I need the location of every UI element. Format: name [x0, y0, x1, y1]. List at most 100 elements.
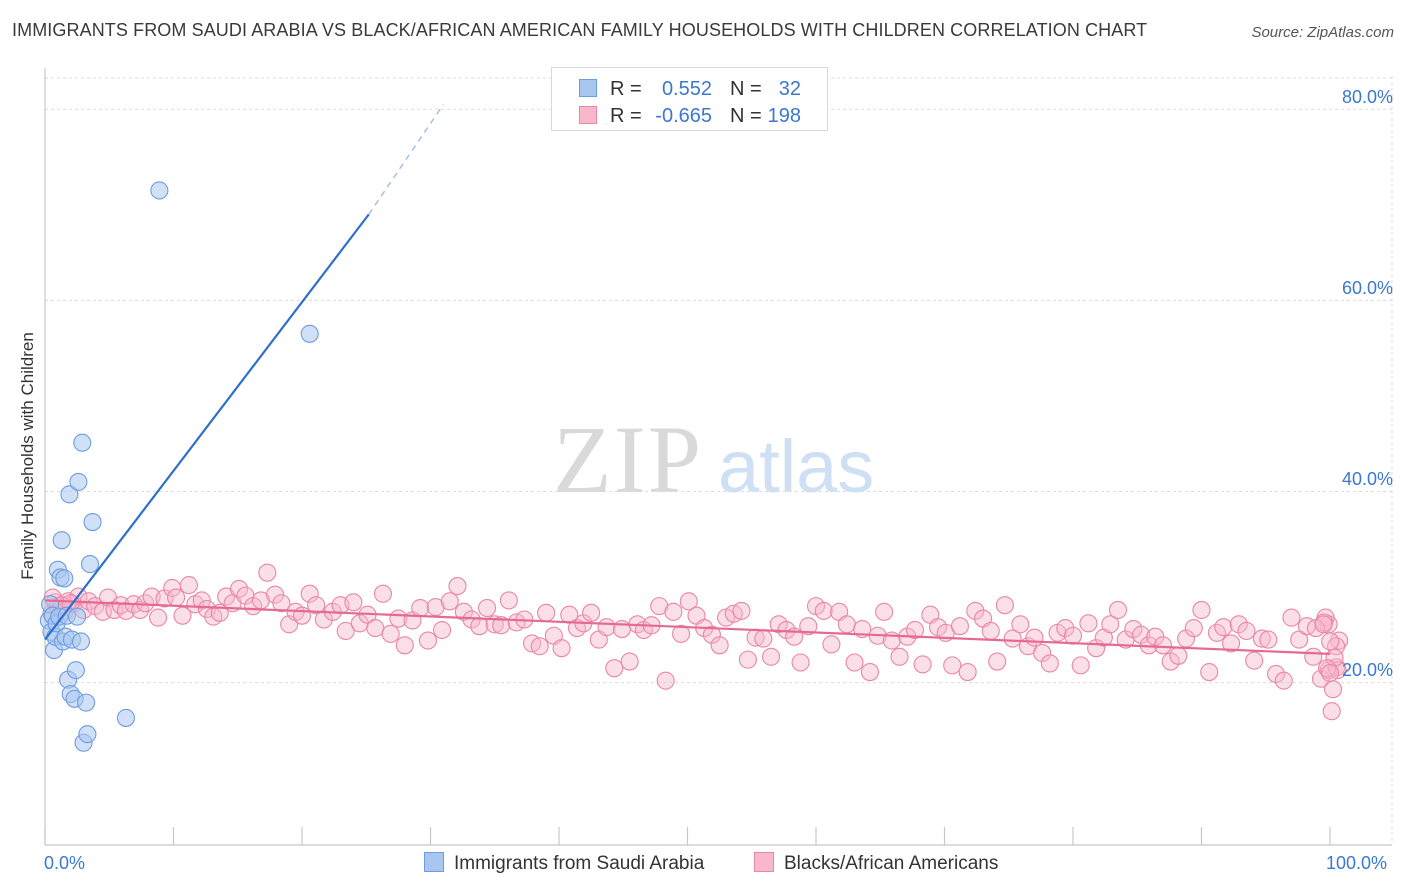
bottom-legend-label-blacks: Blacks/African Americans [784, 853, 999, 874]
bottom-legend-label-saudi: Immigrants from Saudi Arabia [454, 853, 705, 874]
data-point-blacks [1079, 614, 1098, 633]
data-point-blacks [1184, 619, 1203, 638]
legend-r-value: 0.552 [661, 78, 712, 100]
data-point-blacks [1056, 619, 1075, 638]
data-point-blacks [845, 653, 864, 672]
data-point-blacks [799, 617, 818, 636]
data-point-blacks [1011, 615, 1030, 634]
y-tick-label-20: 20.0% [1341, 660, 1393, 680]
legend-r-label: R = [610, 78, 642, 100]
y-tick-label-80: 80.0% [1341, 87, 1393, 107]
data-point-blacks [837, 615, 856, 634]
data-point-blacks [860, 663, 880, 682]
legend-n-value: 32 [778, 78, 801, 100]
data-point-blacks [995, 596, 1014, 615]
data-point-blacks [373, 584, 393, 603]
data-point-blacks [875, 602, 894, 621]
data-point-blacks [111, 596, 130, 615]
data-point-blacks [381, 624, 400, 643]
legend-r-label: R = [610, 105, 642, 127]
data-point-blacks [470, 617, 489, 636]
legend-row-saudi: R = 0.552 N = 32 [552, 74, 827, 100]
data-point-saudi [69, 472, 88, 491]
watermark-zip: ZIP [553, 406, 703, 513]
bottom-legend-swatch-saudi [424, 852, 444, 872]
data-point-blacks [192, 591, 211, 610]
data-point-blacks [1322, 702, 1341, 721]
data-point-saudi [68, 607, 87, 626]
data-point-blacks [966, 601, 985, 620]
trend-line-saudi-extension [368, 104, 444, 215]
data-point-blacks [1290, 630, 1309, 649]
data-point-blacks [656, 671, 675, 690]
data-point-blacks [732, 601, 751, 620]
data-point-saudi [77, 693, 96, 712]
data-point-saudi [150, 181, 169, 200]
data-point-blacks [1101, 615, 1120, 634]
data-point-blacks [1214, 618, 1233, 637]
data-point-blacks [943, 656, 962, 675]
data-point-blacks [913, 655, 932, 674]
data-point-blacks [344, 593, 363, 612]
data-point-blacks [229, 579, 249, 598]
data-point-saudi [300, 324, 319, 343]
data-point-blacks [1003, 629, 1022, 648]
data-point-blacks [1153, 636, 1172, 655]
data-point-blacks [448, 577, 467, 596]
data-point-blacks [366, 619, 385, 638]
axes [44, 68, 1392, 846]
data-point-blacks [537, 603, 556, 622]
data-point-blacks [499, 591, 518, 610]
y-tick-label-60: 60.0% [1341, 278, 1393, 298]
data-point-blacks [738, 650, 757, 669]
data-point-blacks [702, 625, 721, 644]
x-tick-label-max: 100.0% [1326, 853, 1388, 873]
legend-n-label: N = [730, 105, 762, 127]
data-point-blacks [710, 636, 729, 655]
trend-line-saudi [44, 213, 370, 641]
x-tick-label-min: 0.0% [44, 853, 86, 873]
data-point-blacks [1266, 664, 1286, 684]
watermark-atlas: atlas [718, 425, 874, 508]
data-point-blacks [988, 652, 1007, 671]
data-point-blacks [1071, 656, 1090, 675]
legend-n-value: 198 [767, 105, 801, 127]
legend-row-blacks: R = -0.665 N = 198 [552, 101, 827, 127]
data-point-blacks [950, 617, 969, 636]
trend-line-blacks [44, 599, 1331, 655]
data-point-blacks [1132, 625, 1151, 644]
data-point-blacks [433, 620, 452, 640]
data-point-blacks [981, 621, 1000, 641]
data-point-blacks [597, 618, 616, 637]
data-point-blacks [300, 584, 319, 603]
data-point-blacks [605, 659, 624, 678]
data-point-blacks [1321, 632, 1340, 651]
data-point-blacks [411, 598, 430, 618]
data-point-blacks [890, 647, 909, 666]
data-point-saudi [80, 555, 100, 574]
data-point-saudi [71, 632, 91, 651]
legend: R = 0.552 N = 32 R = -0.665 N = 198 [551, 67, 828, 131]
data-point-blacks [418, 631, 437, 650]
data-point-blacks [1169, 646, 1188, 665]
data-point-blacks [272, 594, 291, 613]
data-point-blacks [1282, 608, 1301, 627]
y-tick-label-40: 40.0% [1341, 469, 1393, 489]
data-point-blacks [754, 629, 773, 648]
data-point-blacks [1252, 629, 1271, 648]
data-point-blacks [1229, 615, 1248, 634]
legend-swatch-saudi [579, 79, 597, 97]
data-point-blacks [1200, 663, 1219, 682]
data-point-blacks [1237, 621, 1256, 641]
data-point-blacks [492, 616, 511, 635]
legend-r-value: -0.665 [655, 105, 712, 127]
data-point-blacks [1274, 671, 1293, 690]
data-point-blacks [1108, 600, 1128, 619]
data-point-saudi [116, 708, 136, 727]
data-point-blacks [1222, 634, 1241, 653]
data-point-blacks [1314, 615, 1333, 634]
data-point-blacks [664, 602, 683, 621]
data-point-blacks [1245, 651, 1264, 670]
data-point-blacks [814, 601, 833, 620]
